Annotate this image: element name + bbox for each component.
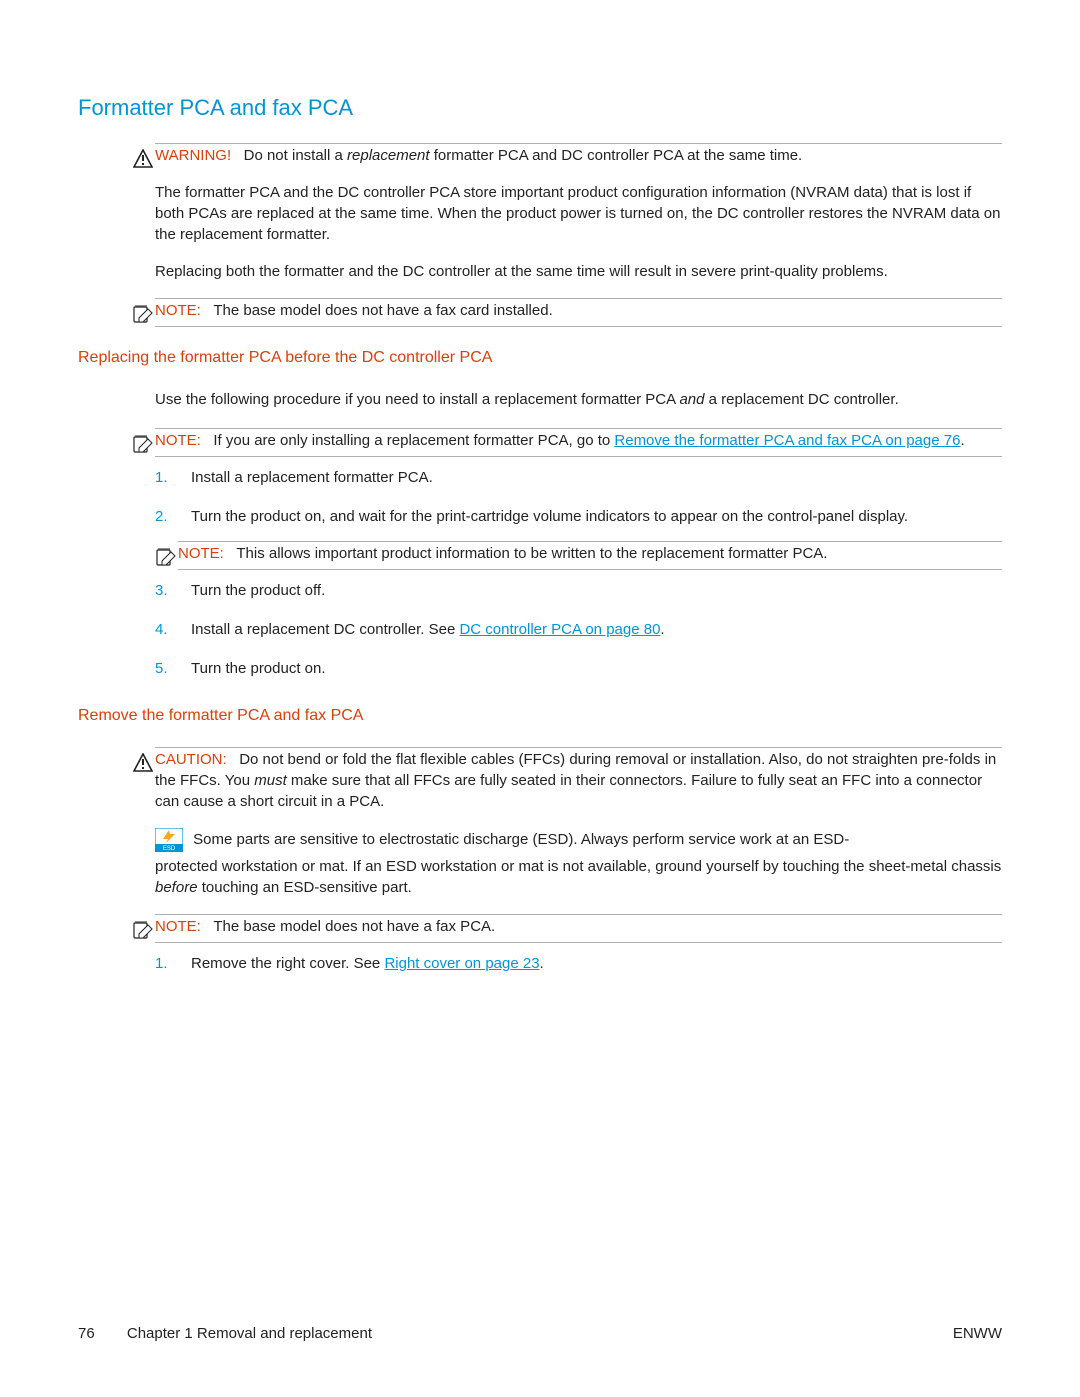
caution-callout: CAUTION: Do not bend or fold the flat fl… <box>133 747 1002 898</box>
step-2: Turn the product on, and wait for the pr… <box>155 506 1002 527</box>
note-icon <box>133 434 153 454</box>
page-number: 76 <box>78 1325 95 1342</box>
footer-right: ENWW <box>953 1325 1002 1342</box>
caution-icon <box>133 753 153 773</box>
note-callout-4: NOTE: The base model does not have a fax… <box>133 914 1002 937</box>
note-icon <box>156 547 176 567</box>
step-5: Turn the product on. <box>155 658 1002 679</box>
warning-line1: WARNING! Do not install a replacement fo… <box>155 145 1002 166</box>
note-label: NOTE: <box>178 545 224 562</box>
note-label: NOTE: <box>155 918 201 935</box>
caution-label: CAUTION: <box>155 751 227 768</box>
note-callout-2: NOTE: If you are only installing a repla… <box>133 428 1002 451</box>
step-1: Install a replacement formatter PCA. <box>155 467 1002 488</box>
subsection-heading-2: Remove the formatter PCA and fax PCA <box>78 707 1002 725</box>
warning-p2: The formatter PCA and the DC controller … <box>155 182 1002 245</box>
caution-p1: CAUTION: Do not bend or fold the flat fl… <box>155 749 1002 812</box>
section-heading: Formatter PCA and fax PCA <box>78 95 1002 121</box>
sub1-steps-cont: Turn the product off. Install a replacem… <box>155 580 1002 679</box>
warning-icon <box>133 149 153 169</box>
step-1: Remove the right cover. See Right cover … <box>155 953 1002 974</box>
note-callout-3: NOTE: This allows important product info… <box>156 541 1002 564</box>
page-footer: 76 Chapter 1 Removal and replacement ENW… <box>78 1325 1002 1342</box>
sub2-steps: Remove the right cover. See Right cover … <box>155 953 1002 974</box>
note-callout-1: NOTE: The base model does not have a fax… <box>133 298 1002 321</box>
subsection-heading-1: Replacing the formatter PCA before the D… <box>78 349 1002 367</box>
caution-p2: Some parts are sensitive to electrostati… <box>155 828 1002 852</box>
link-right-cover[interactable]: Right cover on page 23 <box>384 955 539 972</box>
note-icon <box>133 304 153 324</box>
step-4: Install a replacement DC controller. See… <box>155 619 1002 640</box>
chapter-label: Chapter 1 Removal and replacement <box>127 1325 372 1342</box>
sub1-intro: Use the following procedure if you need … <box>155 389 1002 410</box>
sub1-steps: Install a replacement formatter PCA. Tur… <box>155 467 1002 527</box>
note-label: NOTE: <box>155 302 201 319</box>
step-3: Turn the product off. <box>155 580 1002 601</box>
esd-icon <box>155 828 183 852</box>
caution-p2b: protected workstation or mat. If an ESD … <box>155 856 1002 898</box>
note-icon <box>133 920 153 940</box>
note-text: The base model does not have a fax card … <box>213 302 552 319</box>
note-label: NOTE: <box>155 432 201 449</box>
warning-p3: Replacing both the formatter and the DC … <box>155 261 1002 282</box>
link-remove-formatter[interactable]: Remove the formatter PCA and fax PCA on … <box>614 432 960 449</box>
link-dc-controller[interactable]: DC controller PCA on page 80 <box>459 621 660 638</box>
warning-callout: WARNING! Do not install a replacement fo… <box>133 143 1002 282</box>
warning-label: WARNING! <box>155 147 231 164</box>
